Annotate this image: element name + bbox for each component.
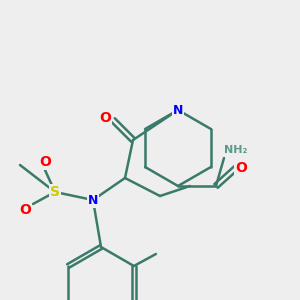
Text: N: N bbox=[88, 194, 98, 206]
Text: S: S bbox=[50, 185, 60, 199]
Text: O: O bbox=[19, 203, 31, 217]
Text: O: O bbox=[39, 155, 51, 169]
Text: O: O bbox=[99, 111, 111, 125]
Text: NH₂: NH₂ bbox=[224, 145, 248, 155]
Text: N: N bbox=[173, 103, 183, 116]
Text: O: O bbox=[235, 161, 247, 175]
